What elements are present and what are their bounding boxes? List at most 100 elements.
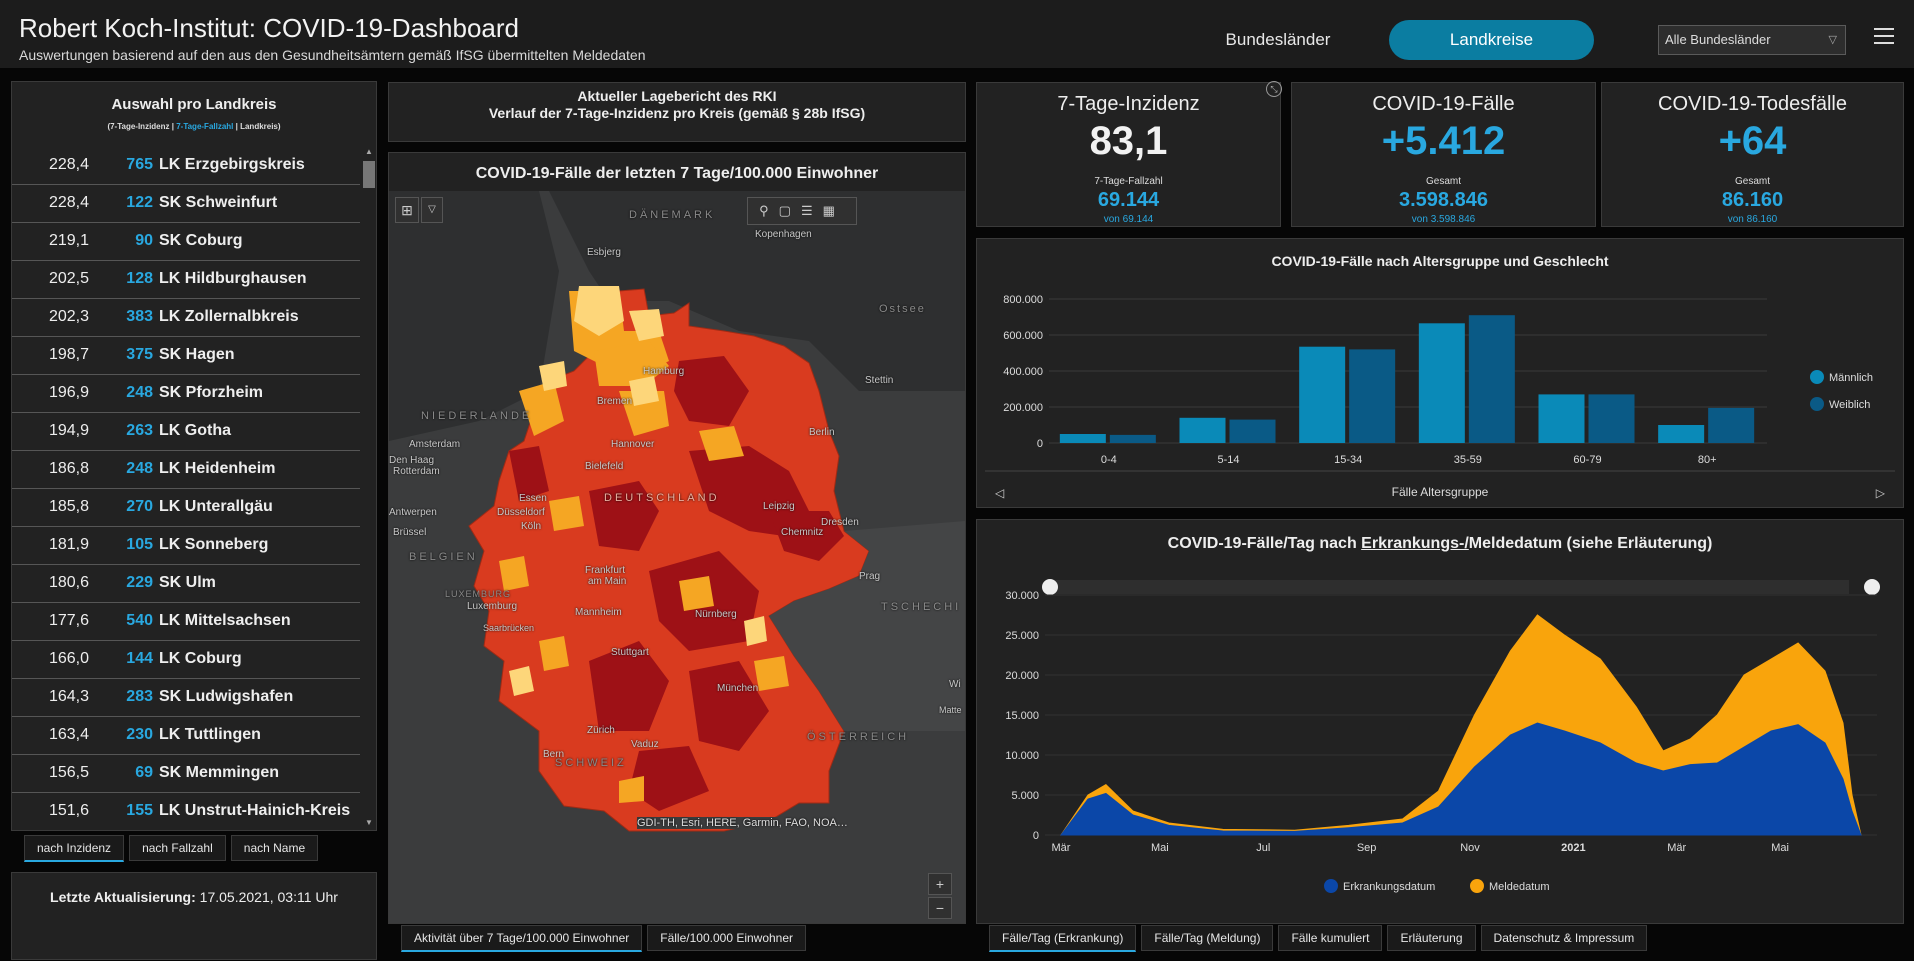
tab-datenschutz-impressum[interactable]: Datenschutz & Impressum <box>1480 925 1648 951</box>
list-item[interactable]: 151,6 155 LK Unstrut-Hainich-Kreis <box>12 793 360 827</box>
list-item[interactable]: 164,3 283 SK Ludwigshafen <box>12 679 360 717</box>
list-item[interactable]: 181,9 105 LK Sonneberg <box>12 527 360 565</box>
region-select[interactable]: Alle Bundesländer ▽ <box>1658 25 1846 55</box>
zoom-in-button[interactable]: + <box>928 873 952 895</box>
bar-weiblich-15-34[interactable] <box>1349 349 1396 443</box>
tab-nach-name[interactable]: nach Name <box>230 835 319 861</box>
tab-faelle-kumuliert[interactable]: Fälle kumuliert <box>1278 925 1383 951</box>
bar-männlich-80+[interactable] <box>1658 425 1705 443</box>
map-view[interactable]: ⊞ ▽ ⚲▢☰▦ + − GDI-TH, Esri, HERE, Garmin,… <box>389 191 965 923</box>
bar-weiblich-5-14[interactable] <box>1229 419 1276 443</box>
list-item[interactable]: 202,5 128 LK Hildburghausen <box>12 261 360 299</box>
list-scrollbar[interactable]: ▲ ▼ <box>362 147 376 827</box>
daily-cases-chart-panel: COVID-19-Fälle/Tag nach Erkrankungs-/Mel… <box>976 519 1904 924</box>
range-slider-track[interactable] <box>1049 580 1849 594</box>
tab-faelle-tag-erkrankung[interactable]: Fälle/Tag (Erkrankung) <box>989 925 1137 952</box>
legend-swatch <box>1810 370 1824 384</box>
bar-männlich-0-4[interactable] <box>1059 434 1106 443</box>
tab-aktivitaet-7-tage[interactable]: Aktivität über 7 Tage/100.000 Einwohner <box>401 925 643 952</box>
list-item[interactable]: 177,6 540 LK Mittelsachsen <box>12 603 360 641</box>
scroll-left-icon[interactable]: ◁ <box>995 486 1005 500</box>
x-tick-label: 80+ <box>1698 454 1717 466</box>
list-item[interactable]: 180,6 229 SK Ulm <box>12 565 360 603</box>
kpi-faelle: COVID-19-Fälle +5.412 Gesamt 3.598.846 v… <box>1291 82 1596 227</box>
map-label: Essen <box>519 493 547 504</box>
app-title: Robert Koch-Institut: COVID-19-Dashboard <box>19 13 519 43</box>
row-inzidenz: 196,9 <box>48 384 89 401</box>
tab-faelle-tag-meldung[interactable]: Fälle/Tag (Meldung) <box>1141 925 1274 951</box>
daily-cases-chart[interactable]: 0 5.000 10.000 15.000 20.000 25.000 30.000 Mär M… <box>977 520 1903 923</box>
bar-männlich-15-34[interactable] <box>1299 346 1346 443</box>
basemap-gallery-icon[interactable]: ▦ <box>822 203 845 218</box>
tab-nach-inzidenz[interactable]: nach Inzidenz <box>24 835 125 862</box>
row-fallzahl: 90 <box>135 232 153 249</box>
age-gender-chart[interactable]: 0 200.000 400.000 600.000 800.000 0-4 5-14 15-3… <box>977 239 1903 507</box>
lagebericht-link-panel[interactable]: Aktueller Lagebericht des RKI Verlauf de… <box>388 82 966 142</box>
zoom-out-button[interactable]: − <box>928 897 952 919</box>
tab-nach-fallzahl[interactable]: nach Fallzahl <box>129 835 226 861</box>
row-fallzahl: 283 <box>126 688 153 705</box>
legend-list-icon[interactable]: ☰ <box>800 203 823 218</box>
list-item[interactable]: 202,3 383 LK Zollernalbkreis <box>12 299 360 337</box>
range-slider-handle-end[interactable] <box>1864 579 1880 595</box>
expand-icon[interactable]: ⤡ <box>1266 81 1282 97</box>
list-item[interactable]: 186,8 248 LK Heidenheim <box>12 451 360 489</box>
list-item[interactable]: 196,9 248 SK Pforzheim <box>12 375 360 413</box>
list-item[interactable]: 166,0 144 LK Coburg <box>12 641 360 679</box>
map-label: Antwerpen <box>389 507 437 518</box>
kpi-sub-label: 7-Tage-Fallzahl <box>1094 176 1163 187</box>
y-tick-label: 25.000 <box>1005 630 1039 642</box>
tab-erlaeuterung[interactable]: Erläuterung <box>1387 925 1476 951</box>
map-label: Düsseldorf <box>497 507 545 518</box>
x-tick-label: 60-79 <box>1573 454 1601 466</box>
list-item[interactable]: 185,8 270 LK Unterallgäu <box>12 489 360 527</box>
search-icon[interactable]: ⚲ <box>759 203 779 218</box>
bar-weiblich-35-59[interactable] <box>1468 315 1515 443</box>
bar-weiblich-0-4[interactable] <box>1109 434 1156 443</box>
bookmark-icon[interactable]: ▢ <box>778 203 801 218</box>
nav-landkreise-button[interactable]: Landkreise <box>1389 20 1594 60</box>
bar-männlich-35-59[interactable] <box>1418 323 1465 443</box>
landkreis-list[interactable]: 228,4 765 LK Erzgebirgskreis 228,4 122 SK Sch… <box>12 147 360 827</box>
bar-männlich-60-79[interactable] <box>1538 394 1585 443</box>
list-item[interactable]: 228,4 765 LK Erzgebirgskreis <box>12 147 360 185</box>
row-inzidenz: 185,8 <box>48 498 89 515</box>
scroll-right-icon[interactable]: ▷ <box>1875 486 1885 500</box>
list-item[interactable]: 194,9 263 LK Gotha <box>12 413 360 451</box>
age-chart-title: COVID-19-Fälle nach Altersgruppe und Ges… <box>1271 253 1609 269</box>
bottom-tabs: Fälle/Tag (Erkrankung) Fälle/Tag (Meldun… <box>989 925 1652 952</box>
tab-faelle-pro-100000[interactable]: Fälle/100.000 Einwohner <box>647 925 807 951</box>
map-label: Köln <box>521 521 542 532</box>
x-tick-label: 0-4 <box>1101 454 1117 466</box>
list-item[interactable]: 198,7 375 SK Hagen <box>12 337 360 375</box>
row-inzidenz: 166,0 <box>48 650 89 667</box>
bar-weiblich-80+[interactable] <box>1708 407 1755 443</box>
map-layer-toggle-icon[interactable]: ⊞ <box>395 197 419 223</box>
list-item[interactable]: 228,4 122 SK Schweinfurt <box>12 185 360 223</box>
bar-männlich-5-14[interactable] <box>1179 417 1226 443</box>
scroll-up-icon[interactable]: ▲ <box>365 147 373 156</box>
bar-weiblich-60-79[interactable] <box>1588 394 1635 443</box>
row-fallzahl: 375 <box>126 346 153 363</box>
list-item[interactable]: 156,5 69 SK Memmingen <box>12 755 360 793</box>
kpi-inzidenz: 7-Tage-Inzidenz 83,1 7-Tage-Fallzahl 69.… <box>976 81 1282 227</box>
kpi-title: COVID-19-Todesfälle <box>1658 93 1847 115</box>
legend-swatch <box>1470 879 1484 893</box>
map-label: NIEDERLANDE <box>421 410 533 422</box>
nav-bundeslaender-button[interactable]: Bundesländer <box>1225 30 1331 49</box>
map-label: ÖSTERREICH <box>807 731 910 743</box>
kpi-sub-label: Gesamt <box>1734 176 1770 187</box>
scrollbar-thumb[interactable] <box>363 161 375 188</box>
row-landkreis-name: LK Heidenheim <box>159 460 276 477</box>
scroll-down-icon[interactable]: ▼ <box>365 818 373 827</box>
daily-title-part2: Erkrankungs-/ <box>1361 535 1469 552</box>
map-dropdown-icon[interactable]: ▽ <box>421 197 443 223</box>
kpi-title: 7-Tage-Inzidenz <box>1057 93 1200 115</box>
range-slider-handle-start[interactable] <box>1042 579 1058 595</box>
list-item[interactable]: 219,1 90 SK Coburg <box>12 223 360 261</box>
hamburger-menu-icon[interactable] <box>1874 28 1894 46</box>
area-erkrankungsdatum[interactable] <box>1060 722 1862 836</box>
list-item[interactable]: 163,4 230 LK Tuttlingen <box>12 717 360 755</box>
list-legend: (7-Tage-Inzidenz | 7-Tage-Fallzahl | Lan… <box>12 122 376 131</box>
germany-choropleth[interactable] <box>389 191 965 923</box>
